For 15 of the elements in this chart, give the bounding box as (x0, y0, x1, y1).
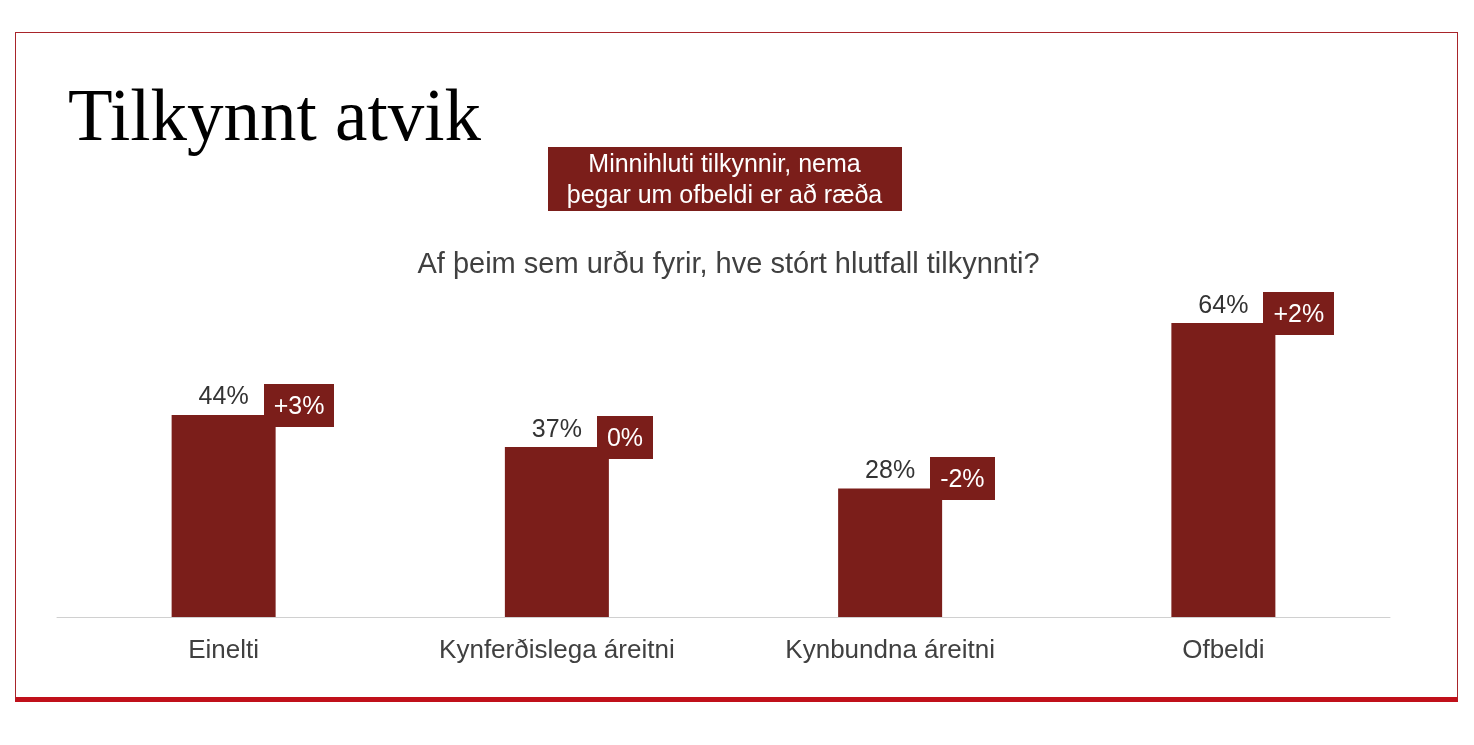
text: Minnihluti tilkynnir, nema þegar um ofbeldi er að ræða (547, 147, 902, 211)
annotation: 0% (596, 416, 654, 460)
data-label: 64% (1198, 289, 1249, 318)
x-tick-label: Kynbundna áreitni (785, 634, 995, 664)
chart-title: Tilkynnt atvik (68, 75, 482, 156)
data-label: 37% (531, 413, 582, 442)
x-tick-label: Einelti (188, 634, 260, 664)
data-label: 28% (865, 454, 916, 483)
data-label: 44% (198, 381, 249, 410)
annotation: -2% (930, 457, 995, 501)
x-tick-label: Ofbeldi (1182, 634, 1265, 664)
annotation: +3% (263, 383, 335, 427)
chart-subtitle: Af þeim sem urðu fyrir, hve stórt hlutfall tilkynnti? (417, 246, 1040, 279)
annotation: +2% (1263, 292, 1335, 335)
x-tick-label: Kynferðislega áreitni (439, 634, 675, 664)
